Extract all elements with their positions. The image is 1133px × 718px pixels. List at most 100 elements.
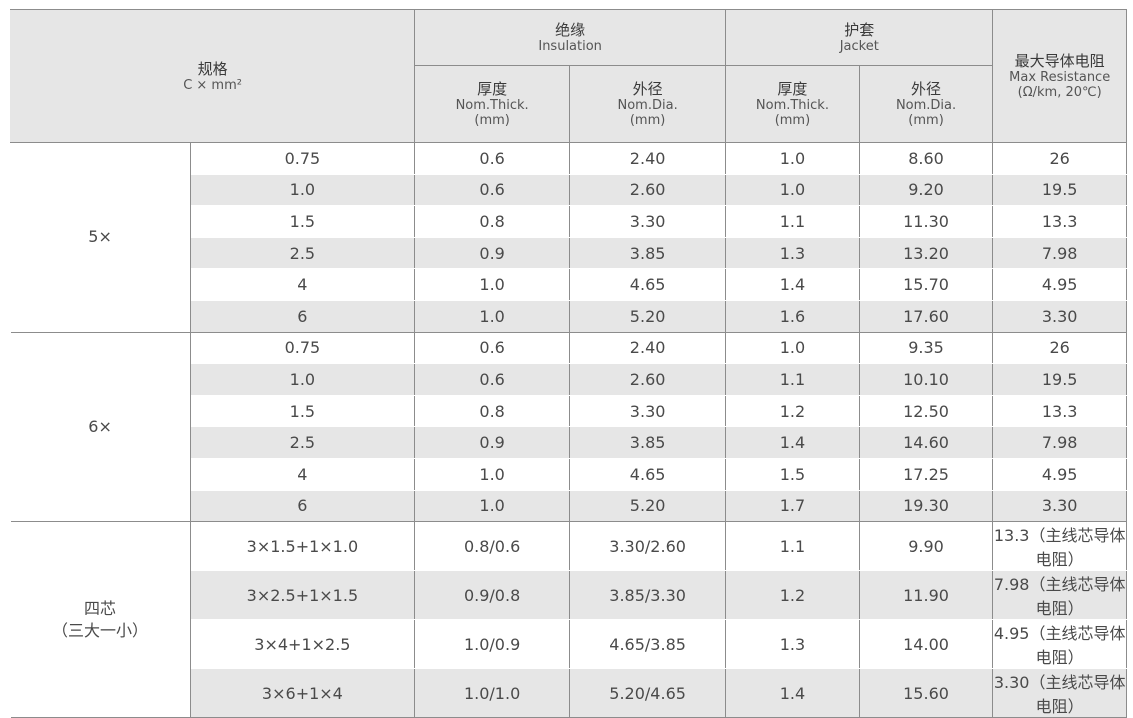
cell-jacket-thick: 1.2 [725,570,860,621]
table-row: 6× 0.75 0.6 2.40 1.0 9.35 26 [10,331,1127,523]
cell-jacket-dia: 19.30 [858,489,994,523]
cell-insulation-thick: 1.0 [414,268,571,301]
cell-insulation-dia: 3.85 [569,236,727,270]
cell-jacket-dia: 14.60 [858,426,994,459]
cell-insulation-dia: 3.85 [569,426,727,459]
cell-max-resistance: 7.98 [992,236,1127,270]
cell-jacket-thick: 1.5 [725,457,860,491]
cell-insulation-dia: 2.40 [569,331,727,365]
cell-insulation-thick: 1.0/1.0 [414,668,571,718]
header-jacket-dia: 外径 Nom.Dia. (mm) [858,65,994,143]
cell-max-resistance: 26 [992,331,1127,365]
header-insulation: 绝缘 Insulation [414,9,727,66]
cell-max-resistance: 13.3 [992,205,1127,238]
header-spec-en: C × mm² [183,77,242,93]
thick-unit: (mm) [474,113,510,128]
cell-insulation-thick: 1.0 [414,457,571,491]
cell-insulation-dia: 3.30 [569,394,727,428]
cell-insulation-thick: 0.9/0.8 [414,570,571,621]
cell-max-resistance: 4.95（主线芯导体电阻） [992,619,1127,670]
cell-max-resistance: 19.5 [992,173,1127,207]
header-spec: 规格 C × mm² [9,9,416,143]
cell-jacket-dia: 11.90 [858,570,994,621]
cell-jacket-dia: 17.60 [858,299,994,333]
cell-jacket-dia: 13.20 [858,236,994,270]
cell-max-resistance: 3.30 [992,489,1127,523]
cell-max-resistance: 4.95 [992,457,1127,491]
group-label-line: 5× [88,227,112,247]
cell-jacket-dia: 15.70 [858,268,994,301]
table-row: 4 1.0 4.65 1.4 15.70 4.95 [11,268,1127,301]
cell-jacket-thick: 1.2 [725,394,860,428]
table-row: 3×2.5+1×1.5 0.9/0.8 3.85/3.30 1.2 11.90 7.98（… [11,570,1127,621]
cell-jacket-thick: 1.1 [725,205,860,238]
cell-insulation-thick: 0.6 [414,142,571,175]
header-insulation-thick: 厚度 Nom.Thick. (mm) [414,65,571,143]
cell-spec: 0.75 [189,331,416,365]
group-label-line: （三大一小） [52,620,149,640]
cell-insulation-dia: 4.65 [569,268,727,301]
cell-max-resistance: 13.3 [992,394,1127,428]
cell-jacket-dia: 12.50 [858,394,994,428]
table-row: 5× 0.75 0.6 2.40 1.0 8.60 26 [10,142,1127,333]
header-resistance: 最大导体电阻 Max Resistance (Ω/km, 20℃) [992,9,1127,143]
cell-insulation-thick: 0.8/0.6 [414,521,571,572]
cell-jacket-thick: 1.0 [725,173,860,207]
header-jacket: 护套 Jacket [725,9,994,66]
cable-spec-table: 规格 C × mm² 绝缘 Insulation 护套 Jacket 最大导体电… [9,9,1127,718]
thick-en: Nom.Thick. [455,98,529,113]
cell-spec: 1.0 [189,173,416,207]
cell-max-resistance: 26 [992,142,1127,175]
cell-jacket-thick: 1.6 [725,299,860,333]
cell-insulation-thick: 1.0 [414,489,571,523]
cell-jacket-thick: 1.4 [725,268,860,301]
cell-jacket-thick: 1.7 [725,489,860,523]
cell-spec: 1.0 [189,363,416,396]
table-row: 1.0 0.6 2.60 1.1 10.10 19.5 [11,363,1127,396]
header-jacket-en: Jacket [839,39,879,54]
header-jacket-zh: 护套 [844,21,875,39]
cell-insulation-dia: 2.60 [569,363,727,396]
table-row: 2.5 0.9 3.85 1.3 13.20 7.98 [11,236,1127,270]
header-insulation-en: Insulation [538,39,602,54]
cell-spec: 2.5 [189,426,416,459]
header-insulation-dia: 外径 Nom.Dia. (mm) [569,65,727,143]
cell-insulation-dia: 4.65/3.85 [569,619,727,670]
cell-insulation-thick: 0.6 [414,173,571,207]
cell-spec: 6 [189,299,416,333]
table-row: 2.5 0.9 3.85 1.4 14.60 7.98 [11,426,1127,459]
cell-spec: 3×4+1×2.5 [189,619,416,670]
cell-jacket-dia: 17.25 [858,457,994,491]
header-resistance-en1: Max Resistance [1009,70,1111,85]
cell-insulation-thick: 0.9 [414,236,571,270]
thick-unit: (mm) [774,113,811,128]
cell-insulation-dia: 5.20 [569,299,727,333]
cell-jacket-thick: 1.4 [725,426,860,459]
cell-spec: 2.5 [189,236,416,270]
cell-insulation-thick: 1.0 [414,299,571,333]
cell-jacket-dia: 9.35 [858,331,994,365]
cell-jacket-dia: 9.90 [858,521,994,572]
cell-jacket-dia: 14.00 [858,619,994,670]
cell-spec: 3×6+1×4 [189,668,416,718]
cell-spec: 3×1.5+1×1.0 [189,521,416,572]
cell-spec: 4 [189,457,416,491]
cell-max-resistance: 7.98（主线芯导体电阻） [992,570,1127,621]
cell-insulation-dia: 3.30 [569,205,727,238]
group-label: 四芯 （三大一小） [10,521,191,718]
cell-spec: 6 [189,489,416,523]
header-spec-zh: 规格 [197,59,228,78]
cell-spec: 0.75 [189,142,416,175]
cell-insulation-thick: 0.8 [414,205,571,238]
table-body: 5× 0.75 0.6 2.40 1.0 8.60 26 1.0 0.6 2.60 1.0 9.20 1… [10,142,1127,718]
dia-unit: (mm) [629,113,666,128]
cell-insulation-dia: 3.30/2.60 [569,521,727,572]
header-jacket-thick: 厚度 Nom.Thick. (mm) [725,65,860,143]
cell-spec: 3×2.5+1×1.5 [189,570,416,621]
group-label-line: 四芯 [84,598,117,618]
spec-table-container: 规格 C × mm² 绝缘 Insulation 护套 Jacket 最大导体电… [9,9,1127,718]
thick-zh: 厚度 [477,80,508,98]
cell-max-resistance: 4.95 [992,268,1127,301]
cell-max-resistance: 13.3（主线芯导体电阻） [992,521,1127,572]
dia-zh: 外径 [911,80,942,98]
